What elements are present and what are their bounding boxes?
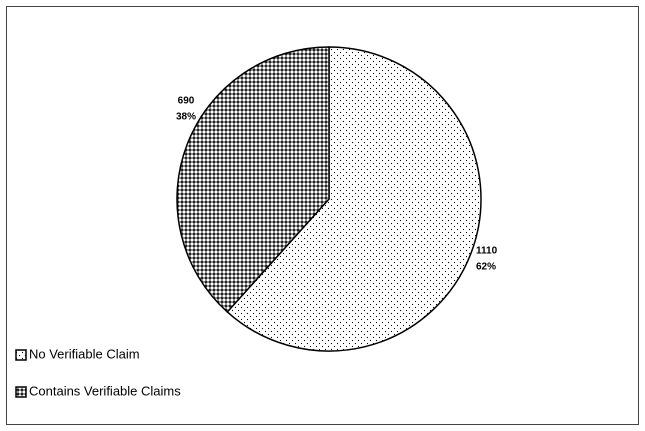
pie-slice <box>226 46 482 352</box>
data-label: 1110 <box>476 246 498 257</box>
legend-swatch <box>15 386 27 398</box>
legend-swatch <box>15 349 27 361</box>
data-label: 690 <box>178 96 195 107</box>
legend-label: No Verifiable Claim <box>29 346 140 361</box>
percent-label: 38% <box>176 112 196 123</box>
pie-slice <box>176 46 330 314</box>
percent-label: 62% <box>476 262 496 273</box>
legend-label: Contains Verifiable Claims <box>29 383 181 398</box>
